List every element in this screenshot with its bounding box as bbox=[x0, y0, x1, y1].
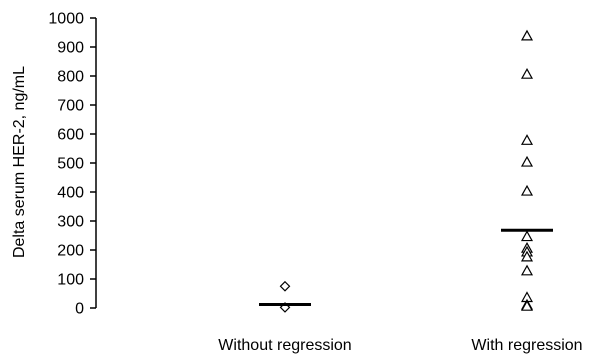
y-tick-label: 100 bbox=[57, 272, 84, 289]
triangle-point bbox=[520, 29, 534, 41]
y-tick-label: 900 bbox=[57, 40, 84, 57]
triangle-point bbox=[520, 184, 534, 196]
y-axis: 0 100 200 300 400 500 600 700 800 900 1000 bbox=[48, 11, 97, 318]
data-marks bbox=[259, 29, 553, 313]
y-tick-label: 700 bbox=[57, 98, 84, 115]
triangle-point bbox=[520, 250, 534, 262]
triangle-point bbox=[520, 299, 534, 311]
x-category-label: With regression bbox=[471, 337, 582, 354]
x-category-labels: Without regression With regression bbox=[218, 337, 582, 354]
triangle-point bbox=[520, 134, 534, 145]
y-tick-label: 0 bbox=[75, 301, 84, 318]
y-tick-label: 800 bbox=[57, 69, 84, 86]
y-tick-label: 600 bbox=[57, 127, 84, 144]
triangle-point bbox=[520, 67, 534, 79]
y-tick-label: 400 bbox=[57, 185, 84, 202]
triangle-point bbox=[520, 230, 534, 242]
y-tick-label: 1000 bbox=[48, 11, 84, 28]
y-tick-label: 500 bbox=[57, 156, 84, 173]
y-axis-title: Delta serum HER-2, ng/mL bbox=[11, 66, 28, 258]
triangle-point bbox=[520, 264, 534, 276]
y-tick-label: 300 bbox=[57, 214, 84, 231]
y-tick-label: 200 bbox=[57, 243, 84, 260]
x-category-label: Without regression bbox=[218, 337, 351, 354]
triangle-point bbox=[520, 155, 534, 167]
diamond-point bbox=[279, 280, 291, 292]
